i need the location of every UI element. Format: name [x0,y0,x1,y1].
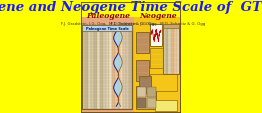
Bar [100,26,103,109]
Text: F.J. Gradstein,  J.G. Ogg,  M.D. Schmitz & G. Ogg: F.J. Gradstein, J.G. Ogg, M.D. Schmitz &… [111,22,205,26]
Bar [177,25,179,74]
Bar [137,86,156,109]
Bar [171,25,174,74]
Bar [123,26,126,109]
Bar [137,60,149,81]
Bar [137,98,146,108]
Text: Paleogene: Paleogene [86,12,130,20]
Bar [121,26,123,109]
Bar [109,26,112,109]
Bar [82,26,132,32]
Bar [146,87,156,97]
Bar [150,74,177,91]
Bar [117,26,121,109]
Bar [126,26,129,109]
Bar [137,32,149,53]
Bar [85,26,88,109]
Bar [163,25,166,74]
Bar [134,18,181,113]
Bar [155,100,177,111]
Bar [81,18,134,113]
Bar [166,25,168,74]
Bar [106,26,109,109]
Text: F.J. Gradstein, J.G. Ogg,  M.D. Schmitz & G. Ogg: F.J. Gradstein, J.G. Ogg, M.D. Schmitz &… [61,22,154,26]
Bar [163,25,179,74]
Bar [137,87,146,97]
Bar [88,26,91,109]
Bar [91,26,94,109]
Bar [168,25,171,74]
Bar [146,98,156,108]
Text: Paleogene Time Scale: Paleogene Time Scale [86,27,129,31]
Bar [174,25,177,74]
Bar [94,26,97,109]
Bar [150,25,162,47]
Bar [112,26,114,109]
Bar [97,26,100,109]
Bar [163,25,179,29]
Bar [82,26,132,109]
Text: Neogene: Neogene [139,12,177,20]
Text: Paleogene and Neogene Time Scale of  GTS 2012: Paleogene and Neogene Time Scale of GTS … [0,1,262,14]
Bar [150,49,177,69]
Bar [82,26,85,109]
Bar [129,26,132,109]
Bar [114,26,117,109]
Bar [81,2,181,18]
Bar [139,77,151,93]
Bar [103,26,106,109]
